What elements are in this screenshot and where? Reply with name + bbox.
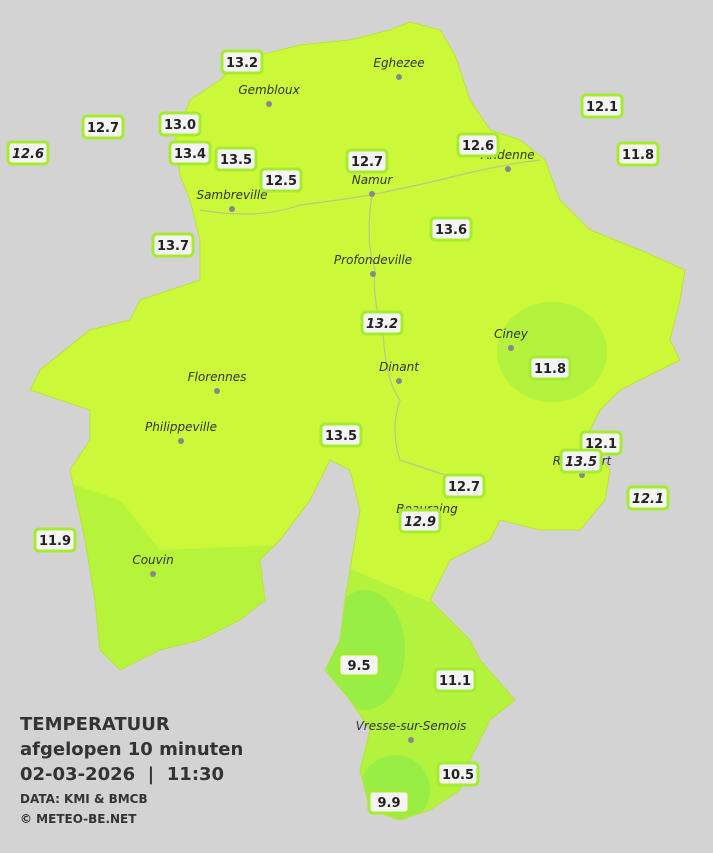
station-box bbox=[220, 49, 264, 75]
place-dot bbox=[214, 388, 220, 394]
place-name: Sambreville bbox=[196, 188, 267, 202]
station-box bbox=[214, 146, 258, 172]
station-box bbox=[345, 148, 389, 174]
place-dot bbox=[505, 166, 511, 172]
legend-subtitle: afgelopen 10 minuten bbox=[20, 739, 243, 760]
station-box bbox=[168, 140, 212, 166]
place-dot bbox=[396, 74, 402, 80]
station-value: 13.4 bbox=[174, 147, 206, 162]
station-value: 9.9 bbox=[377, 796, 400, 811]
station-value: 12.6 bbox=[12, 147, 44, 162]
station-box bbox=[319, 422, 363, 448]
station-value: 13.2 bbox=[226, 56, 258, 71]
place-dot bbox=[370, 271, 376, 277]
place-name: Eghezee bbox=[373, 56, 424, 70]
zone-cold bbox=[325, 590, 405, 710]
station-value: 13.7 bbox=[157, 239, 189, 254]
station-box bbox=[81, 114, 125, 140]
station-value: 11.8 bbox=[622, 148, 654, 163]
station-value: 13.5 bbox=[220, 153, 252, 168]
station-box bbox=[616, 141, 660, 167]
legend-copyright: © METEO-BE.NET bbox=[20, 812, 137, 826]
place-name: Ciney bbox=[494, 327, 529, 341]
station-value: 12.5 bbox=[265, 174, 297, 189]
province-border bbox=[29, 21, 686, 821]
station-box bbox=[442, 473, 486, 499]
place-name: Namur bbox=[352, 173, 394, 187]
station-box bbox=[456, 132, 500, 158]
place-name: Vresse-sur-Semois bbox=[356, 719, 467, 733]
place-name: Philippeville bbox=[145, 420, 217, 434]
stations: 13.2 12.7 13.0 12.6 13.4 13.5 12.5 12.7 12.6 12.1… bbox=[6, 49, 670, 815]
place-name: Florennes bbox=[188, 370, 247, 384]
station-box bbox=[158, 111, 202, 137]
place-dot bbox=[150, 571, 156, 577]
station-value: 13.6 bbox=[435, 223, 467, 238]
station-box bbox=[367, 789, 411, 815]
station-box bbox=[433, 667, 477, 693]
station-value: 13.5 bbox=[565, 455, 597, 470]
place-dot bbox=[229, 206, 235, 212]
station-box bbox=[360, 310, 404, 336]
place-name: Dinant bbox=[379, 360, 420, 374]
station-value: 11.9 bbox=[39, 534, 71, 549]
station-box bbox=[6, 140, 50, 166]
station-box bbox=[151, 232, 195, 258]
station-box bbox=[259, 167, 303, 193]
station-box bbox=[559, 448, 603, 474]
station-value: 11.1 bbox=[439, 674, 471, 689]
station-value: 13.5 bbox=[325, 429, 357, 444]
station-box bbox=[580, 93, 624, 119]
station-value: 9.5 bbox=[347, 659, 370, 674]
station-box bbox=[436, 761, 480, 787]
place-name: Gembloux bbox=[238, 83, 300, 97]
station-value: 12.1 bbox=[632, 492, 664, 507]
station-box bbox=[429, 216, 473, 242]
station-value: 12.7 bbox=[87, 121, 119, 136]
zone-cool bbox=[497, 302, 607, 402]
place-dot bbox=[369, 191, 375, 197]
station-box bbox=[33, 527, 77, 553]
place-dot bbox=[408, 737, 414, 743]
station-box bbox=[398, 508, 442, 534]
place-name: Couvin bbox=[132, 553, 173, 567]
station-value: 10.5 bbox=[442, 768, 474, 783]
station-value: 12.7 bbox=[448, 480, 480, 495]
station-value: 11.8 bbox=[534, 362, 566, 377]
legend-datetime: 02-03-2026 | 11:30 bbox=[20, 764, 224, 785]
station-value: 13.0 bbox=[164, 118, 196, 133]
station-box bbox=[626, 485, 670, 511]
station-value: 12.1 bbox=[586, 100, 618, 115]
station-box bbox=[528, 355, 572, 381]
station-value: 12.1 bbox=[585, 437, 617, 452]
legend-title: TEMPERATUUR bbox=[20, 714, 170, 735]
place-dot bbox=[178, 438, 184, 444]
place-name: Profondeville bbox=[334, 253, 412, 267]
station-box bbox=[337, 652, 381, 678]
station-value: 12.9 bbox=[404, 515, 436, 530]
place-dot bbox=[508, 345, 514, 351]
place-dot bbox=[396, 378, 402, 384]
legend-source: DATA: KMI & BMCB bbox=[20, 792, 148, 806]
place-dot bbox=[266, 101, 272, 107]
station-value: 12.6 bbox=[462, 139, 494, 154]
station-value: 13.2 bbox=[366, 317, 398, 332]
station-value: 12.7 bbox=[351, 155, 383, 170]
